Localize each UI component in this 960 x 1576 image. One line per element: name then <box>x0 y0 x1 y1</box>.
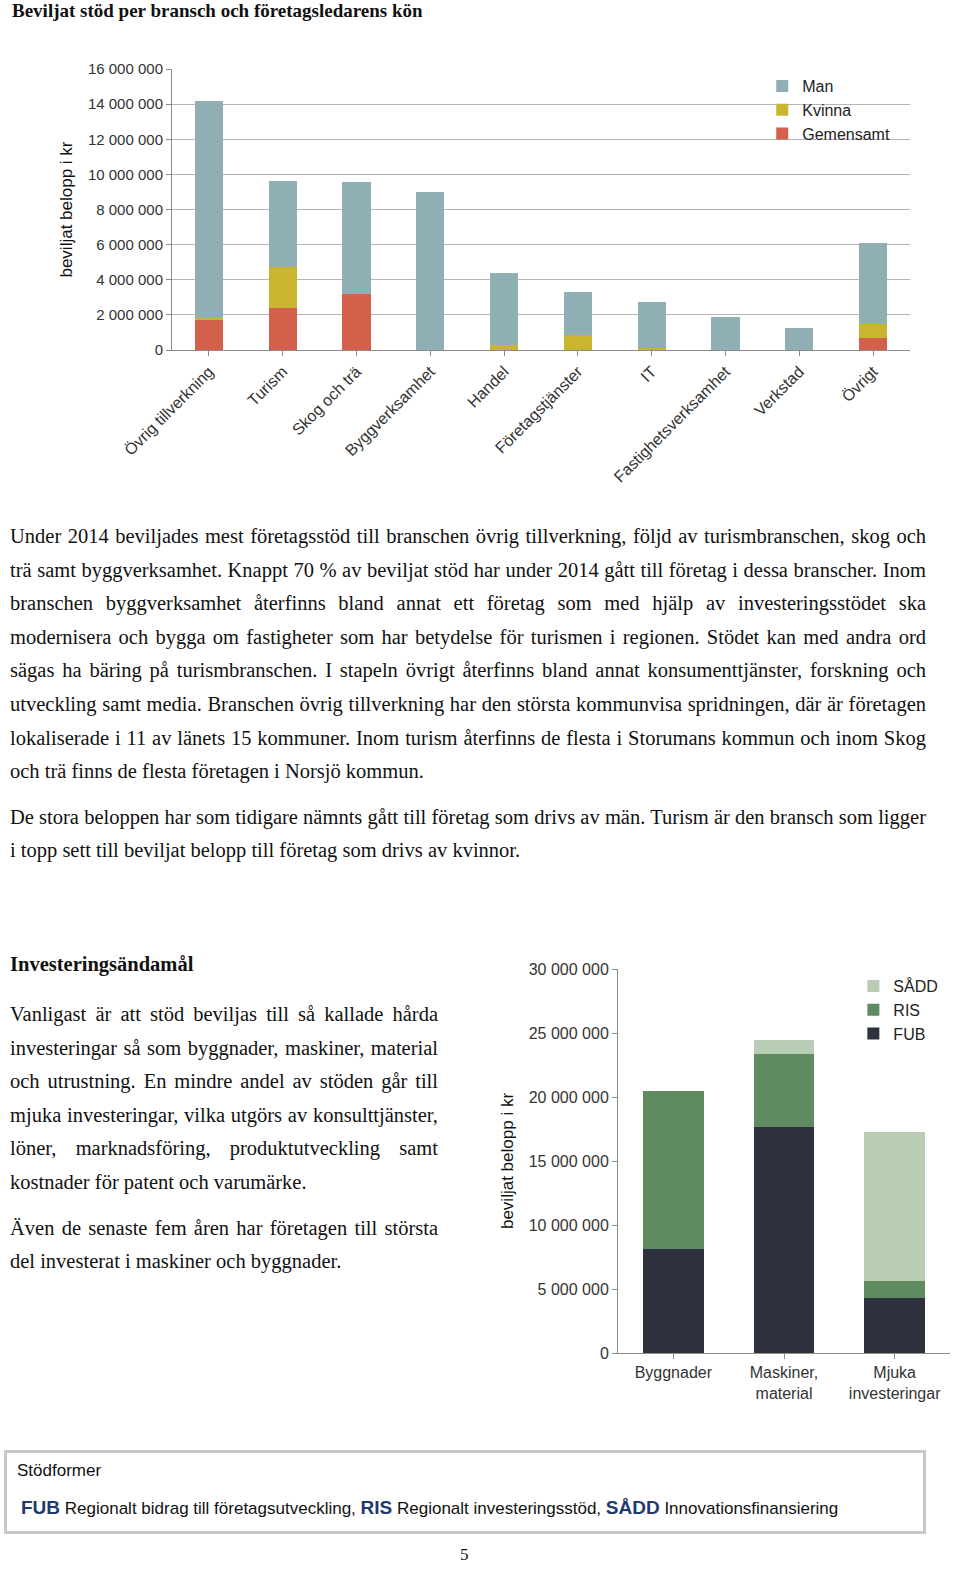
svg-text:10 000 000: 10 000 000 <box>529 1217 609 1234</box>
svg-text:15 000 000: 15 000 000 <box>529 1153 609 1170</box>
svg-text:2 000 000: 2 000 000 <box>96 306 163 323</box>
svg-text:SÅDD: SÅDD <box>893 977 937 995</box>
svg-text:IT: IT <box>637 363 659 385</box>
svg-text:Turism: Turism <box>244 363 290 409</box>
html-text:Investeringsändamål: Investeringsändamål <box>10 953 194 975</box>
svg-text:0: 0 <box>600 1345 609 1362</box>
svg-text:6 000 000: 6 000 000 <box>96 236 163 253</box>
svg-text:Gemensamt: Gemensamt <box>802 126 890 143</box>
svg-text:FUB: FUB <box>893 1026 925 1043</box>
html-text:Stödformer: Stödformer <box>17 1461 102 1480</box>
svg-text:Mjukainvesteringar: Mjukainvesteringar <box>849 1364 941 1402</box>
svg-text:14 000 000: 14 000 000 <box>88 95 163 112</box>
svg-text:beviljat belopp i kr: beviljat belopp i kr <box>57 141 76 277</box>
svg-text:Handel: Handel <box>464 363 512 411</box>
html-text:Vanligast är att stöd beviljas: Vanligast är att stöd beviljas till så k… <box>10 1003 438 1193</box>
svg-text:Övrig tillverkning: Övrig tillverkning <box>121 363 217 459</box>
html-text:5: 5 <box>460 1545 469 1564</box>
svg-text:Byggnader: Byggnader <box>635 1364 713 1381</box>
svg-text:RIS: RIS <box>893 1002 920 1019</box>
html-text:FUB Regionalt bidrag till före: FUB Regionalt bidrag till företagsutveck… <box>21 1497 839 1518</box>
svg-text:16 000 000: 16 000 000 <box>88 60 163 77</box>
svg-text:beviljat belopp i kr: beviljat belopp i kr <box>498 1093 517 1229</box>
svg-text:10 000 000: 10 000 000 <box>88 166 163 183</box>
svg-text:Kvinna: Kvinna <box>802 102 851 119</box>
html-text:Under 2014 beviljades mest för: Under 2014 beviljades mest företagsstöd … <box>10 525 926 783</box>
svg-text:4 000 000: 4 000 000 <box>96 271 163 288</box>
svg-text:Man: Man <box>802 78 833 95</box>
svg-text:5 000 000: 5 000 000 <box>538 1281 609 1298</box>
svg-text:20 000 000: 20 000 000 <box>529 1089 609 1106</box>
svg-text:Fastighetsverksamhet: Fastighetsverksamhet <box>611 363 734 486</box>
svg-text:8 000 000: 8 000 000 <box>96 201 163 218</box>
svg-text:12 000 000: 12 000 000 <box>88 131 163 148</box>
html-text:De stora beloppen har som tidi: De stora beloppen har som tidigare nämnt… <box>10 805 926 862</box>
svg-text:Skog och trä: Skog och trä <box>289 363 365 439</box>
svg-text:0: 0 <box>155 341 163 358</box>
svg-text:Maskiner,material: Maskiner,material <box>750 1364 818 1402</box>
html-text:Beviljat stöd per bransch och: Beviljat stöd per bransch och företagsle… <box>12 0 423 21</box>
svg-text:Företagstjänster: Företagstjänster <box>492 362 586 456</box>
svg-text:30 000 000: 30 000 000 <box>529 961 609 978</box>
svg-text:25 000 000: 25 000 000 <box>529 1025 609 1042</box>
svg-text:Verkstad: Verkstad <box>751 363 807 419</box>
html-text:Även de senaste fem åren har f: Även de senaste fem åren har företagen t… <box>10 1216 438 1273</box>
svg-text:Övrigt: Övrigt <box>839 363 882 406</box>
svg-text:Byggverksamhet: Byggverksamhet <box>342 363 439 460</box>
